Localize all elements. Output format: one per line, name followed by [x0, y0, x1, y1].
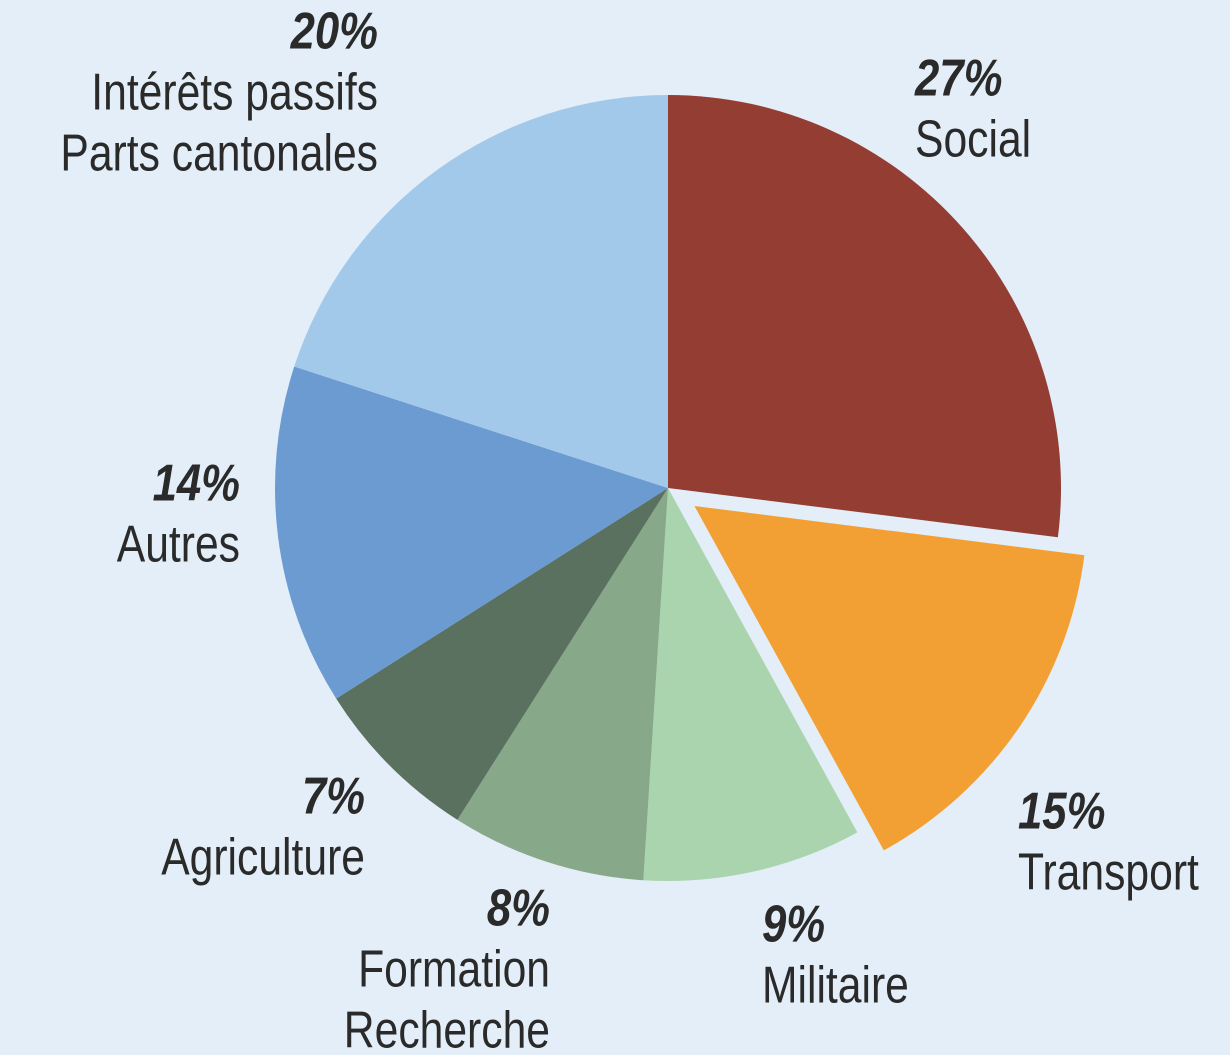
- value-label: 27%: [914, 50, 1002, 107]
- category-label: Intérêts passifs: [91, 64, 378, 122]
- category-label: Militaire: [762, 957, 909, 1015]
- value-label: 8%: [487, 880, 550, 937]
- pie-slice: [643, 488, 858, 881]
- category-label: Social: [915, 111, 1031, 169]
- value-label: 15%: [1018, 783, 1105, 840]
- value-label: 20%: [290, 3, 378, 60]
- slice-label: 27%Social: [914, 50, 1031, 169]
- category-label: Formation: [358, 941, 550, 999]
- pie-slice: [275, 366, 668, 699]
- value-label: 9%: [762, 896, 825, 953]
- category-label: Transport: [1018, 844, 1199, 902]
- pie-slice: [336, 488, 668, 820]
- slice-label: 15%Transport: [1018, 783, 1199, 902]
- category-label: Autres: [117, 516, 240, 574]
- pie-slice: [668, 95, 1062, 538]
- pie-slice: [457, 488, 668, 881]
- slice-label: 9%Militaire: [762, 896, 909, 1015]
- value-label: 7%: [302, 768, 365, 825]
- value-label: 14%: [153, 455, 240, 512]
- category-label: Parts cantonales: [60, 125, 378, 183]
- slice-label: 7%Agriculture: [161, 768, 365, 887]
- pie-slice: [694, 505, 1085, 851]
- slice-label: 14%Autres: [117, 455, 240, 574]
- category-label: Recherche: [344, 1002, 550, 1055]
- pie-slice: [294, 95, 668, 488]
- category-label: Agriculture: [161, 829, 365, 887]
